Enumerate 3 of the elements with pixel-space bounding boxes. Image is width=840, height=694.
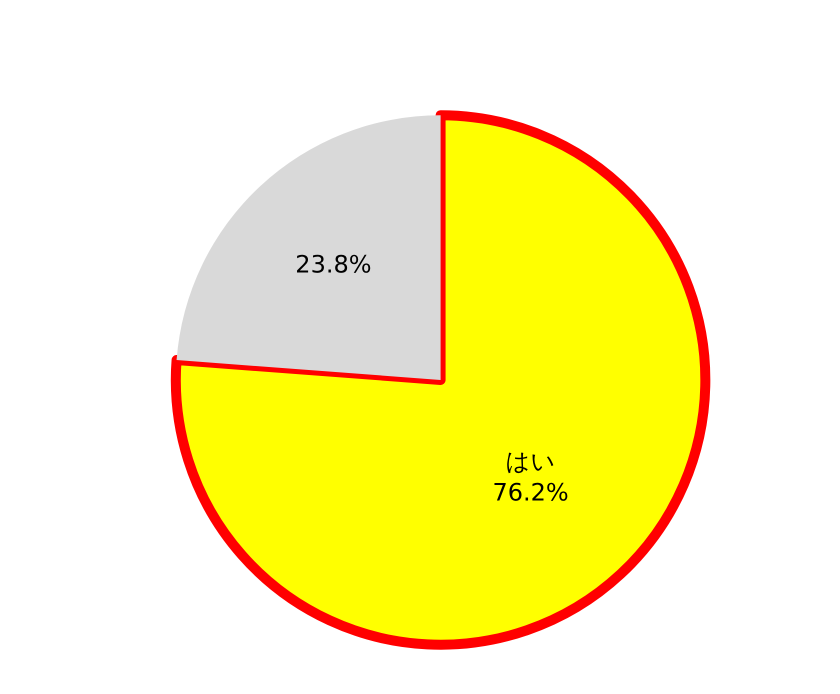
slice-label: はい [506, 447, 556, 476]
data-label: 76.2% [492, 478, 569, 507]
data-label: 23.8% [295, 250, 372, 278]
